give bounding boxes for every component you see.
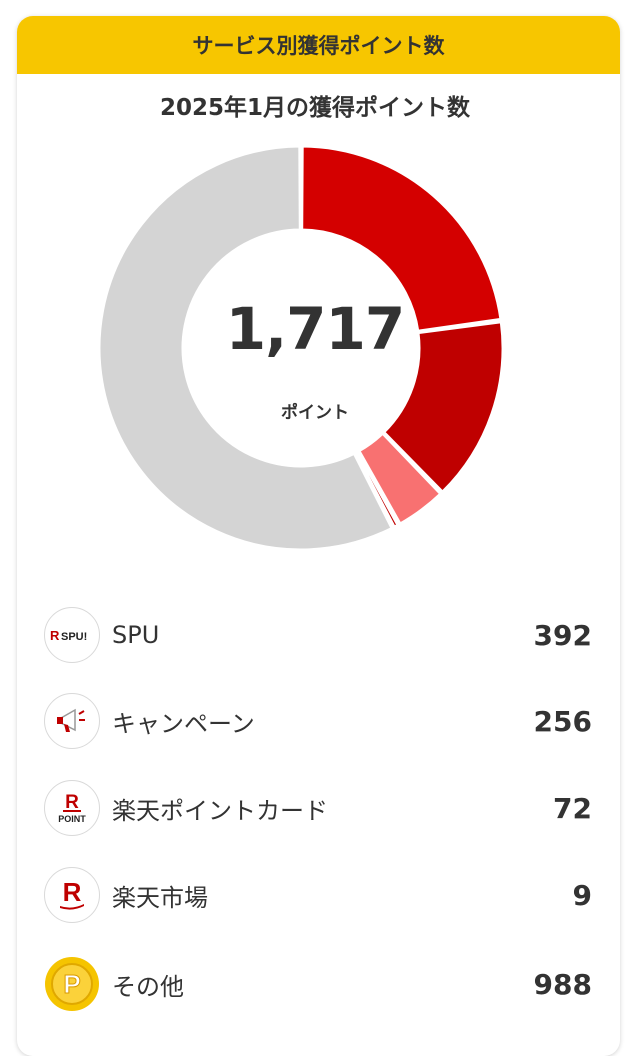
list-item-campaign[interactable]: キャンペーン 256: [44, 692, 592, 750]
megaphone-icon: [44, 693, 100, 749]
svg-text:R: R: [65, 792, 79, 813]
list-item-label: 楽天ポイントカード: [112, 796, 328, 825]
svg-text:POINT: POINT: [58, 814, 86, 824]
points-donut-chart: [97, 144, 505, 552]
chart-title: 2025年1月の獲得ポイント数: [159, 95, 471, 121]
svg-text:P: P: [63, 969, 80, 999]
list-item-value: 9: [572, 878, 592, 912]
svg-text:R: R: [50, 628, 60, 643]
list-item-value: 392: [533, 618, 592, 652]
list-item-rakuten-ichiba[interactable]: R 楽天市場 9: [44, 866, 592, 924]
donut-slice-2: [382, 320, 505, 494]
list-item-label: キャンペーン: [112, 709, 255, 738]
svg-text:R: R: [63, 877, 82, 907]
svg-text:SPU!: SPU!: [61, 631, 87, 643]
list-item-label: 楽天市場: [112, 883, 208, 912]
spu-icon: R SPU!: [44, 607, 100, 663]
list-item-value: 72: [553, 791, 592, 825]
list-item-other[interactable]: P その他 988: [44, 955, 592, 1013]
total-points-value: 1,717: [225, 295, 405, 363]
card-header: サービス別獲得ポイント数: [17, 16, 620, 74]
donut-slice-1: [300, 144, 503, 333]
list-item-value: 988: [533, 967, 592, 1001]
rakuten-ichiba-icon: R: [44, 867, 100, 923]
list-item-spu[interactable]: R SPU! SPU 392: [44, 606, 592, 664]
point-coin-icon: P: [44, 956, 100, 1012]
list-item-value: 256: [533, 704, 592, 738]
donut-slice-5: [97, 144, 394, 552]
donut-slice-3: [357, 431, 443, 526]
list-item-rakuten-pointcard[interactable]: R POINT 楽天ポイントカード 72: [44, 779, 592, 837]
card-title: サービス別獲得ポイント数: [192, 34, 445, 58]
rakuten-pointcard-icon: R POINT: [44, 780, 100, 836]
list-item-label: SPU: [112, 621, 160, 649]
list-item-label: その他: [112, 972, 184, 1001]
total-points-unit: ポイント: [281, 403, 349, 423]
